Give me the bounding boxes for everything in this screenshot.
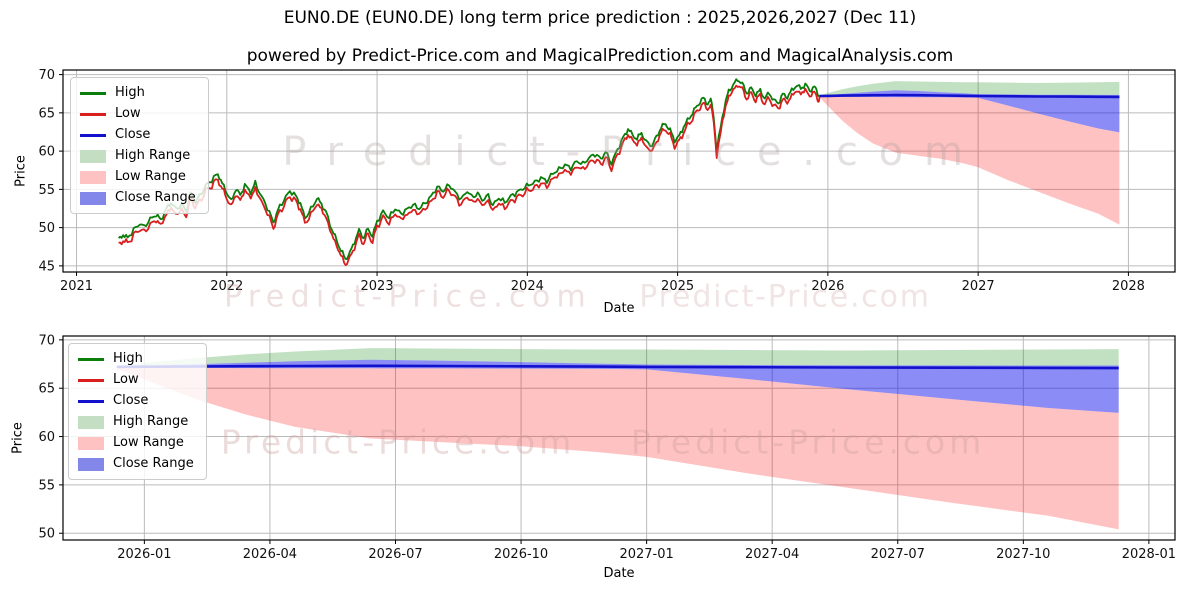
figure-subtitle: powered by Predict-Price.com and Magical… xyxy=(246,46,954,66)
y-tick-label: 45 xyxy=(38,259,55,274)
legend-item-label: Close Range xyxy=(113,456,194,471)
x-axis-label-bottom-chart: Date xyxy=(603,566,635,581)
high-range-band xyxy=(819,81,1120,96)
y-axis-label-bottom-chart: Price xyxy=(10,422,26,454)
x-tick-label: 2026-10 xyxy=(494,547,548,562)
legend-item-high-range: High Range xyxy=(80,148,196,164)
legend-patch-swatch xyxy=(78,457,104,471)
legend-item-close-range: Close Range xyxy=(80,190,196,206)
legend-patch-swatch xyxy=(80,149,106,163)
legend-line-swatch xyxy=(78,378,104,382)
figure-title: EUN0.DE (EUN0.DE) long term price predic… xyxy=(283,8,917,28)
close-range-band xyxy=(819,90,1120,133)
legend-item-high: High xyxy=(78,351,194,367)
legend-line-swatch xyxy=(78,399,104,403)
legend-item-low-range: Low Range xyxy=(78,435,194,451)
x-tick-label: 2027 xyxy=(962,279,995,294)
legend-patch-swatch xyxy=(78,436,104,450)
legend-line-swatch xyxy=(80,91,106,95)
legend-item-label: Low xyxy=(115,106,141,121)
plot-border xyxy=(62,335,1176,541)
y-tick-label: 50 xyxy=(38,221,55,236)
y-tick-label: 70 xyxy=(38,68,55,83)
x-tick-label: 2027-01 xyxy=(619,547,673,562)
legend-item-label: High xyxy=(113,351,143,366)
y-tick-label: 50 xyxy=(38,527,55,542)
x-tick-label: 2026-07 xyxy=(368,547,422,562)
low-line xyxy=(118,84,821,266)
x-tick-label: 2023 xyxy=(361,279,394,294)
legend-item-close: Close xyxy=(78,393,194,409)
x-tick-label: 2026-01 xyxy=(117,547,171,562)
legend-item-label: High Range xyxy=(113,414,189,429)
y-axis-label-top-chart: Price xyxy=(13,155,29,187)
legend-item-label: Low Range xyxy=(115,169,186,184)
legend-item-label: Low Range xyxy=(113,435,184,450)
high-range-band xyxy=(116,348,1119,367)
legend-item-label: Close xyxy=(115,127,151,142)
x-tick-label: 2027-10 xyxy=(996,547,1050,562)
x-tick-label: 2026 xyxy=(811,279,844,294)
y-tick-label: 60 xyxy=(38,145,55,160)
legend-line-swatch xyxy=(80,112,106,116)
x-tick-label: 2027-07 xyxy=(871,547,925,562)
legend-item-label: Close Range xyxy=(115,190,196,205)
legend-bottom-chart: High Low Close High Range Low Range Close Ran… xyxy=(68,343,207,480)
x-tick-label: 2021 xyxy=(60,279,93,294)
x-tick-label: 2026-04 xyxy=(243,547,297,562)
x-tick-label: 2028-01 xyxy=(1122,547,1176,562)
x-tick-label: 2024 xyxy=(511,279,544,294)
legend-item-high: High xyxy=(80,85,196,101)
legend-item-low: Low xyxy=(80,106,196,122)
x-tick-label: 2028 xyxy=(1112,279,1145,294)
legend-patch-swatch xyxy=(80,170,106,184)
low-range-band xyxy=(819,96,1120,225)
legend-item-label: High xyxy=(115,85,145,100)
legend-top-chart: High Low Close High Range Low Range Close Ran… xyxy=(70,77,209,214)
close-range-band xyxy=(116,359,1119,413)
legend-item-low: Low xyxy=(78,372,194,388)
legend-item-label: High Range xyxy=(115,148,191,163)
close-line xyxy=(819,93,1120,99)
y-tick-label: 65 xyxy=(38,106,55,121)
y-tick-label: 65 xyxy=(38,382,55,397)
y-tick-label: 55 xyxy=(38,183,55,198)
legend-item-low-range: Low Range xyxy=(80,169,196,185)
legend-item-high-range: High Range xyxy=(78,414,194,430)
legend-item-label: Low xyxy=(113,372,139,387)
legend-item-close: Close xyxy=(80,127,196,143)
legend-line-swatch xyxy=(80,133,106,137)
legend-patch-swatch xyxy=(78,415,104,429)
x-tick-label: 2027-04 xyxy=(745,547,799,562)
y-tick-label: 60 xyxy=(38,430,55,445)
x-tick-label: 2025 xyxy=(661,279,694,294)
y-tick-label: 70 xyxy=(38,333,55,348)
x-tick-label: 2022 xyxy=(210,279,243,294)
legend-item-label: Close xyxy=(113,393,149,408)
y-tick-label: 55 xyxy=(38,478,55,493)
legend-item-close-range: Close Range xyxy=(78,456,194,472)
low-range-band xyxy=(116,367,1119,530)
plot-border xyxy=(62,69,1176,273)
legend-line-swatch xyxy=(78,357,104,361)
high-line xyxy=(117,78,821,260)
x-axis-label-top-chart: Date xyxy=(603,301,635,316)
legend-patch-swatch xyxy=(80,191,106,205)
close-line xyxy=(116,364,1119,370)
